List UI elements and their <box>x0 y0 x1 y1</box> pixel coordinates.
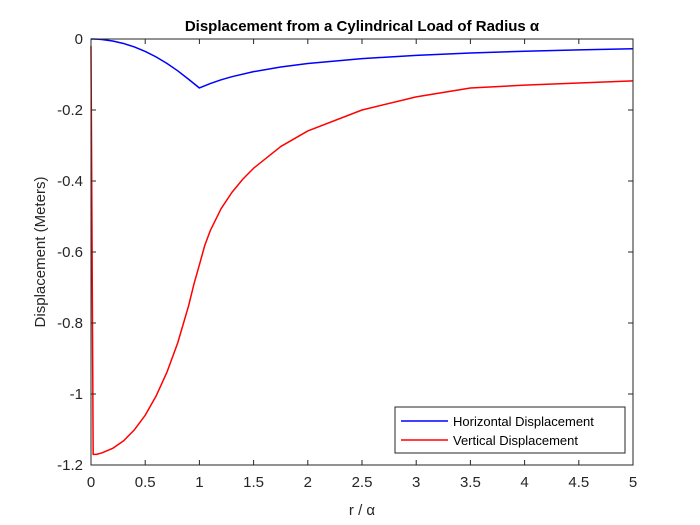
series-line-vertical <box>90 46 634 456</box>
series-line-horizontal <box>90 38 634 89</box>
x-tick-label: 1 <box>195 474 203 491</box>
y-tick-label: -0.8 <box>57 315 83 332</box>
x-tick-label: 2 <box>304 474 312 491</box>
y-tick-label: 0 <box>75 31 83 48</box>
plot-background <box>91 39 633 465</box>
x-tick-label: 3.5 <box>460 474 481 491</box>
x-axis-label: r / α <box>349 502 375 519</box>
x-tick-label: 2.5 <box>352 474 373 491</box>
legend: Horizontal Displacement Vertical Displace… <box>394 406 626 454</box>
series-layer <box>90 38 634 456</box>
legend-label: Vertical Displacement <box>453 433 578 448</box>
x-tick-label: 0 <box>87 474 95 491</box>
chart-title: Displacement from a Cylindrical Load of … <box>185 18 540 35</box>
y-tick-label: -0.6 <box>57 244 83 261</box>
axes-layer: 0 0.5 1 1.5 2 2.5 3 3.5 4 4.5 5 0 -0.2 -0.4 -0.6 -0.8 -1… <box>57 31 637 491</box>
legend-box <box>394 406 626 454</box>
y-tick-label: -0.2 <box>57 102 83 119</box>
y-tick-label: -1.2 <box>57 457 83 474</box>
x-tick-label: 0.5 <box>135 474 156 491</box>
legend-label: Horizontal Displacement <box>453 414 594 429</box>
x-tick-label: 4.5 <box>568 474 589 491</box>
y-axis-label: Displacement (Meters) <box>32 177 49 328</box>
y-tick-label: -0.4 <box>57 173 83 190</box>
x-tick-label: 3 <box>412 474 420 491</box>
x-tick-label: 1.5 <box>243 474 264 491</box>
x-tick-label: 4 <box>520 474 528 491</box>
x-tick-label: 5 <box>629 474 637 491</box>
y-tick-label: -1 <box>70 386 83 403</box>
